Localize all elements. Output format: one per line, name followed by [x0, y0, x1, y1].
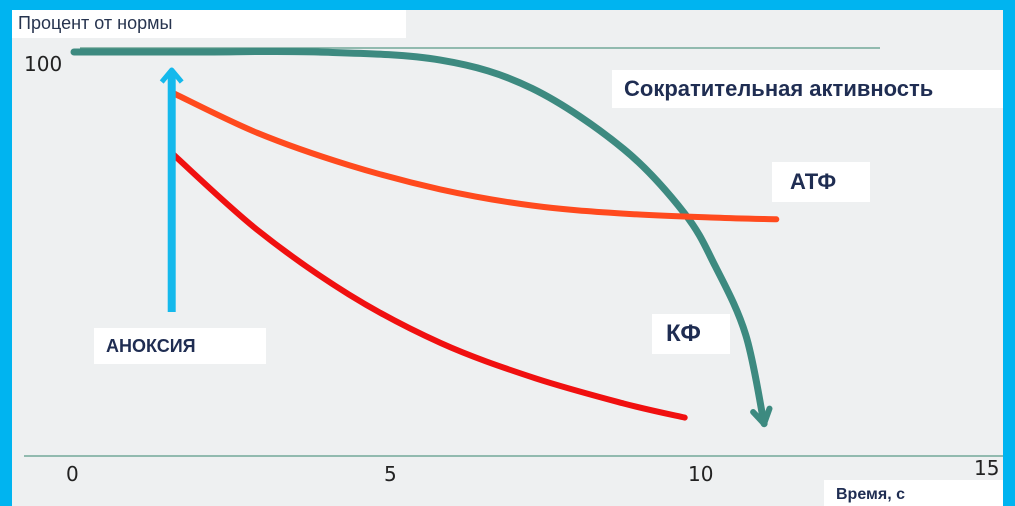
chart-frame: Процент от нормы 100 0 5 10 15 Время, с … — [12, 10, 1003, 506]
x-tick-5: 5 — [384, 462, 397, 486]
x-tick-0: 0 — [66, 462, 79, 486]
anoxia-arrowhead-icon — [159, 67, 184, 84]
event-label-anoxia: АНОКСИЯ — [94, 328, 266, 364]
series-line-contractility — [70, 47, 768, 428]
x-tick-10: 10 — [688, 462, 714, 486]
chart-canvas — [24, 47, 1003, 457]
series-label-contractility: Сократительная активность — [612, 70, 1003, 108]
series-label-kf: КФ — [652, 314, 730, 354]
x-tick-15: 15 — [974, 456, 1000, 480]
series-line-atp — [168, 89, 780, 223]
contractility-arrowhead-icon — [750, 405, 773, 427]
x-axis-label: Время, с — [824, 480, 1003, 506]
y-axis-label: Процент от нормы — [12, 10, 406, 38]
y-tick-100: 100 — [24, 52, 63, 76]
series-label-atp: АТФ — [772, 162, 870, 202]
series-line-kf — [168, 150, 688, 421]
